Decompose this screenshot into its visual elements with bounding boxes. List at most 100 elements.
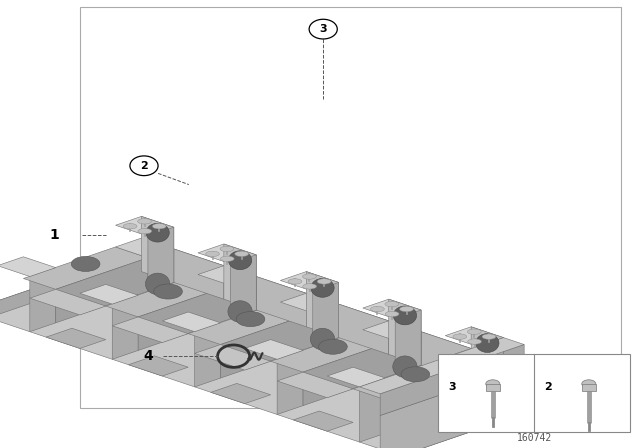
- Polygon shape: [148, 249, 224, 275]
- Polygon shape: [293, 411, 353, 431]
- Text: 3: 3: [319, 24, 327, 34]
- Polygon shape: [115, 238, 174, 258]
- Polygon shape: [388, 299, 421, 365]
- Polygon shape: [141, 216, 174, 282]
- Ellipse shape: [236, 312, 265, 327]
- Ellipse shape: [317, 279, 331, 284]
- Polygon shape: [0, 262, 524, 448]
- Polygon shape: [106, 275, 230, 317]
- Ellipse shape: [228, 301, 252, 322]
- Ellipse shape: [288, 279, 302, 284]
- Polygon shape: [138, 285, 230, 350]
- Ellipse shape: [152, 224, 166, 229]
- Ellipse shape: [123, 224, 137, 229]
- Polygon shape: [380, 345, 524, 415]
- Polygon shape: [112, 262, 524, 414]
- Text: 2: 2: [545, 382, 552, 392]
- Polygon shape: [360, 378, 385, 442]
- Ellipse shape: [393, 306, 417, 325]
- Ellipse shape: [486, 380, 500, 388]
- Bar: [80, 7, 621, 408]
- Ellipse shape: [475, 383, 500, 405]
- Ellipse shape: [138, 219, 152, 224]
- Polygon shape: [477, 338, 504, 402]
- Polygon shape: [395, 310, 421, 374]
- Polygon shape: [445, 327, 504, 346]
- Ellipse shape: [303, 274, 316, 279]
- Ellipse shape: [311, 278, 334, 297]
- Polygon shape: [360, 338, 524, 394]
- Ellipse shape: [71, 256, 100, 271]
- Polygon shape: [280, 293, 339, 313]
- Polygon shape: [115, 216, 174, 236]
- Bar: [582, 384, 596, 391]
- Polygon shape: [380, 366, 524, 448]
- Ellipse shape: [401, 367, 429, 382]
- Polygon shape: [271, 330, 395, 372]
- Polygon shape: [303, 340, 395, 405]
- Ellipse shape: [220, 246, 234, 252]
- Polygon shape: [198, 244, 256, 264]
- Polygon shape: [195, 323, 221, 387]
- Polygon shape: [380, 400, 524, 448]
- Ellipse shape: [393, 356, 417, 377]
- Polygon shape: [313, 304, 388, 330]
- Bar: [438, 354, 630, 432]
- Text: 3: 3: [449, 382, 456, 392]
- Polygon shape: [112, 317, 188, 343]
- Ellipse shape: [228, 251, 252, 270]
- Ellipse shape: [146, 223, 169, 242]
- Polygon shape: [46, 328, 106, 349]
- Ellipse shape: [453, 334, 467, 339]
- Polygon shape: [353, 358, 477, 400]
- Polygon shape: [395, 332, 471, 358]
- Polygon shape: [307, 271, 339, 338]
- Polygon shape: [363, 299, 421, 319]
- Polygon shape: [327, 367, 385, 387]
- Polygon shape: [198, 266, 256, 285]
- Polygon shape: [195, 345, 271, 370]
- Polygon shape: [224, 244, 256, 310]
- Polygon shape: [30, 289, 106, 315]
- Polygon shape: [112, 295, 138, 359]
- Polygon shape: [313, 282, 339, 346]
- Polygon shape: [339, 304, 388, 354]
- Ellipse shape: [385, 302, 399, 307]
- Ellipse shape: [482, 334, 496, 339]
- Polygon shape: [244, 340, 303, 359]
- Polygon shape: [163, 312, 221, 332]
- Text: 160742: 160742: [516, 433, 552, 443]
- Ellipse shape: [385, 311, 399, 317]
- Ellipse shape: [399, 306, 413, 312]
- Ellipse shape: [205, 251, 220, 257]
- Polygon shape: [230, 276, 307, 302]
- Polygon shape: [421, 332, 471, 382]
- Polygon shape: [280, 271, 339, 291]
- Ellipse shape: [582, 380, 596, 388]
- Ellipse shape: [138, 228, 152, 234]
- Text: 4: 4: [144, 349, 154, 363]
- Polygon shape: [445, 349, 504, 368]
- Text: 1: 1: [49, 228, 60, 242]
- Polygon shape: [221, 313, 313, 378]
- Polygon shape: [174, 249, 224, 299]
- Text: 2: 2: [140, 161, 148, 171]
- Polygon shape: [277, 350, 303, 414]
- Polygon shape: [256, 276, 307, 327]
- Ellipse shape: [371, 306, 384, 312]
- Ellipse shape: [145, 273, 170, 295]
- Polygon shape: [363, 321, 421, 340]
- Ellipse shape: [310, 328, 335, 350]
- Ellipse shape: [235, 251, 248, 257]
- Polygon shape: [56, 258, 148, 323]
- Bar: [486, 384, 500, 391]
- Ellipse shape: [468, 339, 481, 344]
- Polygon shape: [129, 356, 188, 376]
- Polygon shape: [230, 255, 256, 319]
- Polygon shape: [24, 247, 148, 289]
- Ellipse shape: [319, 339, 348, 354]
- Ellipse shape: [303, 284, 317, 289]
- Polygon shape: [385, 368, 477, 433]
- Polygon shape: [0, 257, 56, 276]
- Polygon shape: [211, 383, 271, 404]
